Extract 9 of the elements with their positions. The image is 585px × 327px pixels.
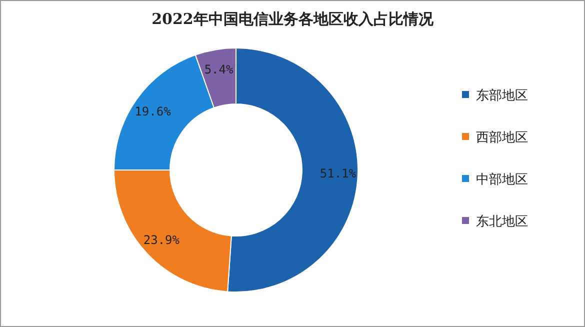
legend-label: 西部地区 xyxy=(476,130,528,146)
legend-label: 东部地区 xyxy=(476,88,528,104)
data-label: 5.4% xyxy=(204,62,234,77)
data-label: 19.6% xyxy=(134,104,172,118)
data-label: 23.9% xyxy=(143,232,180,247)
data-label: 51.1% xyxy=(320,166,357,181)
legend-label: 东北地区 xyxy=(476,214,528,230)
chart-title: 2022年中国电信业务各地区收入占比情况 xyxy=(152,10,434,28)
legend-label: 中部地区 xyxy=(476,172,528,188)
